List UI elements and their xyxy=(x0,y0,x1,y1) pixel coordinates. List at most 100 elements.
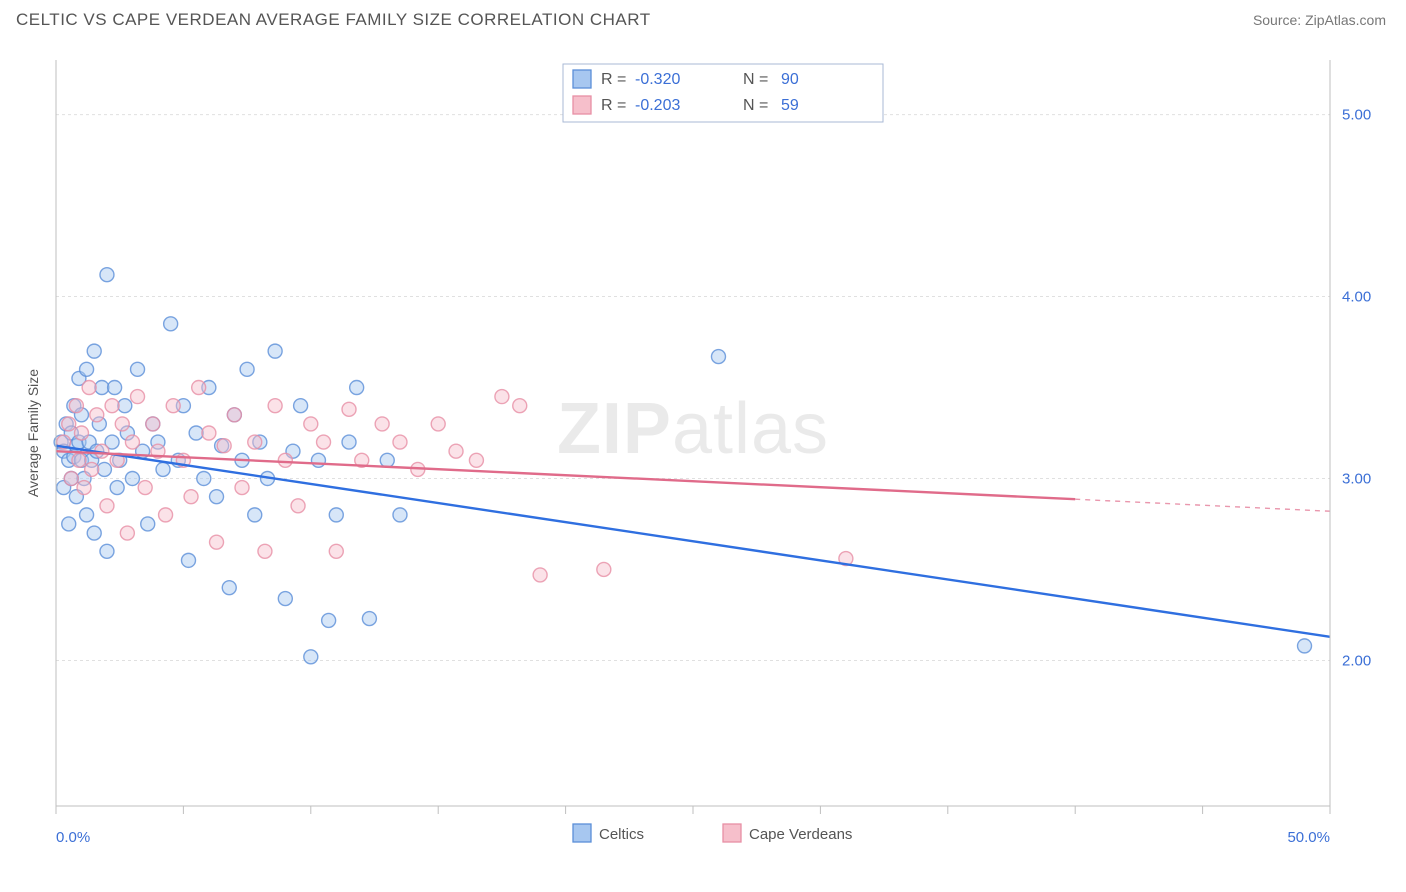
data-point xyxy=(77,481,91,495)
data-point xyxy=(110,481,124,495)
data-point xyxy=(294,399,308,413)
data-point xyxy=(62,517,76,531)
stats-swatch xyxy=(573,70,591,88)
legend-celtics-label: Celtics xyxy=(599,826,644,843)
chart-source: Source: ZipAtlas.com xyxy=(1253,12,1386,28)
data-point xyxy=(197,471,211,485)
data-point xyxy=(210,535,224,549)
stats-n-label: N = xyxy=(743,71,768,88)
data-point xyxy=(62,417,76,431)
data-point xyxy=(329,508,343,522)
data-point xyxy=(192,381,206,395)
trend-line-extrapolated xyxy=(1075,499,1330,511)
data-point xyxy=(118,399,132,413)
data-point xyxy=(217,439,231,453)
y-tick-label: 4.00 xyxy=(1342,289,1371,306)
data-point xyxy=(235,481,249,495)
data-point xyxy=(304,650,318,664)
y-tick-label: 5.00 xyxy=(1342,107,1371,124)
data-point xyxy=(513,399,527,413)
data-point xyxy=(125,471,139,485)
data-point xyxy=(350,381,364,395)
stats-swatch xyxy=(573,96,591,114)
data-point xyxy=(85,462,99,476)
chart-header: CELTIC VS CAPE VERDEAN AVERAGE FAMILY SI… xyxy=(0,0,1406,36)
data-point xyxy=(100,268,114,282)
data-point xyxy=(597,562,611,576)
data-point xyxy=(304,417,318,431)
y-axis-label: Average Family Size xyxy=(25,369,41,497)
stats-n-label: N = xyxy=(743,97,768,114)
data-point xyxy=(74,426,88,440)
data-point xyxy=(1298,639,1312,653)
data-point xyxy=(181,553,195,567)
data-point xyxy=(120,526,134,540)
data-point xyxy=(72,453,86,467)
data-point xyxy=(131,362,145,376)
data-point xyxy=(375,417,389,431)
data-point xyxy=(189,426,203,440)
data-point xyxy=(166,399,180,413)
data-point xyxy=(291,499,305,513)
data-point xyxy=(393,435,407,449)
data-point xyxy=(258,544,272,558)
data-point xyxy=(322,613,336,627)
data-point xyxy=(449,444,463,458)
legend-celtics-swatch xyxy=(573,824,591,842)
data-point xyxy=(90,408,104,422)
data-point xyxy=(431,417,445,431)
data-point xyxy=(80,508,94,522)
stats-r-value: -0.320 xyxy=(635,71,680,88)
watermark: ZIPatlas xyxy=(557,389,829,469)
data-point xyxy=(108,381,122,395)
data-point xyxy=(202,426,216,440)
data-point xyxy=(82,381,96,395)
stats-r-value: -0.203 xyxy=(635,97,680,114)
data-point xyxy=(469,453,483,467)
data-point xyxy=(97,462,111,476)
y-tick-label: 3.00 xyxy=(1342,470,1371,487)
data-point xyxy=(146,417,160,431)
data-point xyxy=(87,526,101,540)
data-point xyxy=(131,390,145,404)
data-point xyxy=(125,435,139,449)
stats-n-value: 90 xyxy=(781,71,799,88)
chart-svg: ZIPatlas2.003.004.005.000.0%50.0%Average… xyxy=(16,42,1390,872)
stats-n-value: 59 xyxy=(781,97,799,114)
data-point xyxy=(159,508,173,522)
data-point xyxy=(268,344,282,358)
data-point xyxy=(495,390,509,404)
data-point xyxy=(210,490,224,504)
data-point xyxy=(100,499,114,513)
stats-r-label: R = xyxy=(601,97,626,114)
data-point xyxy=(380,453,394,467)
data-point xyxy=(342,435,356,449)
data-point xyxy=(138,481,152,495)
data-point xyxy=(248,508,262,522)
data-point xyxy=(115,417,129,431)
legend-cape-verdeans-swatch xyxy=(723,824,741,842)
trend-line xyxy=(56,446,1330,637)
data-point xyxy=(342,402,356,416)
data-point xyxy=(69,399,83,413)
data-point xyxy=(222,581,236,595)
stats-r-label: R = xyxy=(601,71,626,88)
y-tick-label: 2.00 xyxy=(1342,652,1371,669)
data-point xyxy=(278,453,292,467)
data-point xyxy=(362,612,376,626)
data-point xyxy=(156,462,170,476)
chart-area: ZIPatlas2.003.004.005.000.0%50.0%Average… xyxy=(16,42,1390,872)
data-point xyxy=(393,508,407,522)
data-point xyxy=(184,490,198,504)
data-point xyxy=(268,399,282,413)
data-point xyxy=(80,362,94,376)
data-point xyxy=(317,435,331,449)
x-max-label: 50.0% xyxy=(1287,829,1330,846)
data-point xyxy=(711,350,725,364)
data-point xyxy=(248,435,262,449)
data-point xyxy=(105,399,119,413)
data-point xyxy=(227,408,241,422)
data-point xyxy=(141,517,155,531)
data-point xyxy=(533,568,547,582)
data-point xyxy=(311,453,325,467)
